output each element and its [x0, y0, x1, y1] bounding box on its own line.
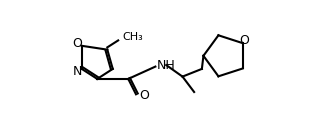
Text: N: N: [72, 65, 82, 78]
Text: NH: NH: [157, 58, 176, 71]
Text: O: O: [239, 34, 249, 46]
Text: O: O: [72, 37, 82, 50]
Text: CH₃: CH₃: [123, 32, 144, 42]
Text: O: O: [139, 89, 149, 102]
